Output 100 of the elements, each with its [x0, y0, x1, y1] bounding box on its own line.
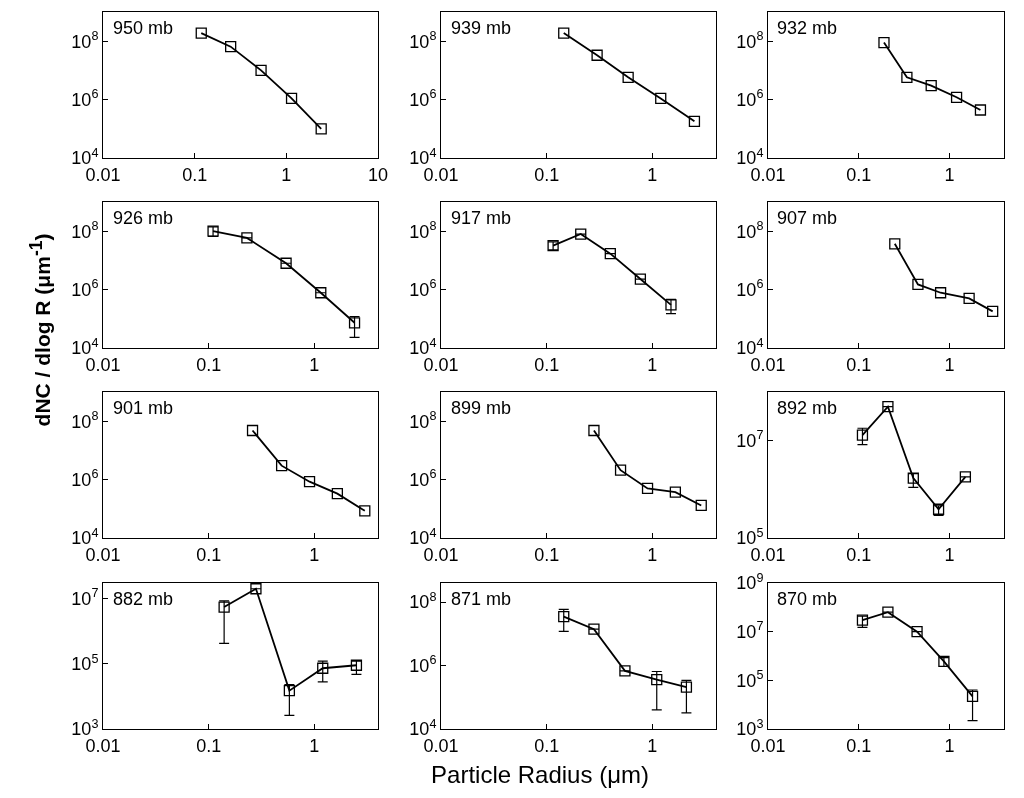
point: [959, 471, 972, 483]
point: [974, 104, 987, 116]
point: [925, 80, 937, 92]
point: [950, 91, 963, 103]
annotation: 892 mb: [777, 398, 838, 418]
annotation: 950 mb: [113, 18, 174, 38]
x-tick-label: 0.1: [196, 354, 222, 375]
y-tick-label: 10$^{6}$: [409, 87, 437, 110]
point: [558, 610, 570, 623]
x-tick-label: 0.1: [846, 544, 872, 565]
x-tick-label: 0.1: [846, 164, 872, 185]
x-tick-label: 0.1: [534, 544, 560, 565]
x-tick-label: 1: [647, 735, 658, 756]
y-tick-label: 10$^{8}$: [736, 218, 764, 242]
point: [619, 665, 631, 677]
point: [882, 606, 894, 618]
point: [303, 476, 316, 488]
y-tick-label: 10$^{8}$: [409, 28, 437, 52]
annotation: 871 mb: [451, 589, 512, 609]
point: [218, 601, 230, 613]
point: [241, 232, 253, 244]
point: [250, 583, 262, 595]
y-tick-label: 10$^{8}$: [409, 218, 437, 242]
x-tick-label: 0.1: [534, 164, 560, 185]
point: [901, 71, 913, 83]
x-tick-label: 1: [944, 164, 955, 185]
point: [315, 287, 327, 299]
y-tick-label: 10$^{5}$: [736, 668, 764, 691]
y-tick-label: 10$^{6}$: [409, 467, 437, 490]
y-tick-label: 10$^{8}$: [736, 28, 764, 52]
point: [588, 623, 600, 635]
point: [285, 92, 298, 105]
annotation: 917 mb: [451, 208, 512, 228]
y-tick-label: 10$^{6}$: [736, 87, 764, 110]
point: [614, 464, 627, 476]
point: [655, 92, 667, 105]
point: [575, 228, 587, 240]
point: [856, 429, 869, 441]
point: [350, 659, 363, 671]
point: [695, 499, 707, 512]
annotation: 939 mb: [451, 18, 512, 38]
point: [591, 49, 603, 61]
y-tick-label: 10$^{8}$: [409, 589, 437, 613]
point: [331, 488, 344, 500]
y-tick-label: 10$^{6}$: [71, 277, 99, 300]
point: [669, 486, 682, 498]
point: [588, 424, 600, 437]
x-tick-label: 0.1: [534, 735, 560, 756]
point: [878, 36, 890, 49]
y-tick-label: 10$^{5}$: [71, 651, 99, 675]
annotation: 899 mb: [451, 398, 512, 418]
y-tick-label: 10$^{8}$: [71, 408, 99, 432]
y-tick-label: 10$^{6}$: [71, 467, 99, 490]
point: [246, 424, 259, 437]
x-tick-label: 1: [944, 544, 955, 565]
x-tick-label: 1: [944, 354, 955, 375]
point: [651, 673, 663, 686]
x-tick-label: 0.1: [846, 735, 872, 756]
point: [911, 626, 923, 638]
y-tick-label: 10$^{7}$: [736, 428, 764, 451]
point: [907, 472, 919, 484]
x-tick-label: 10: [367, 164, 389, 185]
annotation: 882 mb: [113, 589, 174, 609]
y-tick-label: 10$^{6}$: [409, 277, 437, 300]
x-axis-title: Particle Radius (μm): [431, 761, 649, 789]
x-tick-label: 1: [944, 735, 955, 756]
point: [255, 64, 267, 77]
point: [963, 292, 975, 305]
y-tick-label: 10$^{6}$: [71, 87, 99, 110]
point: [558, 27, 570, 39]
y-tick-label: 10$^{8}$: [71, 28, 99, 52]
point: [283, 685, 296, 697]
point: [882, 401, 894, 413]
y-tick-label: 10$^{6}$: [409, 653, 437, 676]
annotation: 901 mb: [113, 398, 174, 418]
x-tick-label: 0.1: [534, 354, 560, 375]
annotation: 907 mb: [777, 208, 838, 228]
annotation: 870 mb: [777, 589, 838, 609]
point: [634, 273, 647, 285]
point: [317, 662, 329, 674]
point: [987, 305, 999, 317]
x-tick-label: 1: [647, 164, 658, 185]
y-tick-label: 10$^{7}$: [736, 619, 764, 642]
x-tick-label: 0.1: [196, 544, 222, 565]
point: [912, 278, 924, 291]
point: [680, 681, 693, 693]
point: [275, 460, 288, 472]
point: [966, 690, 979, 702]
x-tick-label: 1: [647, 354, 658, 375]
y-tick-label: 10$^{7}$: [71, 586, 99, 609]
point: [688, 115, 701, 127]
x-tick-label: 1: [309, 735, 320, 756]
x-tick-label: 1: [309, 354, 320, 375]
x-tick-label: 1: [647, 544, 658, 565]
annotation: 926 mb: [113, 208, 174, 228]
point: [604, 248, 616, 260]
point: [665, 299, 677, 311]
y-tick-label: 10$^{9}$: [736, 570, 764, 594]
x-tick-label: 0.1: [196, 735, 222, 756]
point: [348, 317, 361, 329]
